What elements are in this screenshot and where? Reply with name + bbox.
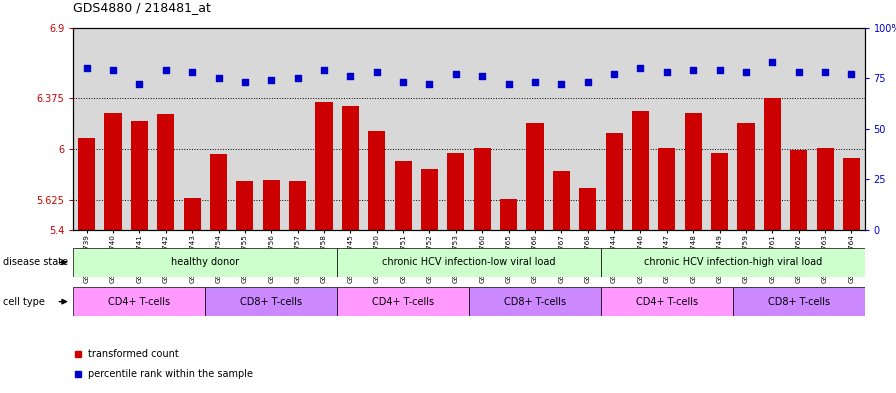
Point bbox=[607, 71, 621, 77]
Point bbox=[343, 73, 358, 79]
Text: chronic HCV infection-low viral load: chronic HCV infection-low viral load bbox=[383, 257, 556, 267]
Point bbox=[633, 65, 648, 71]
Bar bbox=[289, 181, 306, 230]
Point bbox=[502, 81, 516, 87]
Bar bbox=[737, 123, 754, 230]
Bar bbox=[205, 287, 337, 316]
Text: transformed count: transformed count bbox=[88, 349, 178, 359]
Text: healthy donor: healthy donor bbox=[171, 257, 239, 267]
Bar bbox=[78, 138, 95, 230]
Bar bbox=[733, 287, 865, 316]
Bar bbox=[763, 98, 781, 230]
Bar bbox=[474, 148, 491, 230]
Point bbox=[844, 71, 858, 77]
Point bbox=[581, 79, 595, 85]
Bar bbox=[632, 111, 649, 230]
Bar bbox=[337, 287, 470, 316]
Bar bbox=[447, 153, 464, 230]
Bar bbox=[337, 248, 601, 277]
Point bbox=[422, 81, 436, 87]
Text: CD4+ T-cells: CD4+ T-cells bbox=[108, 297, 170, 307]
Bar bbox=[843, 158, 860, 230]
Point bbox=[264, 77, 279, 83]
Point bbox=[475, 73, 489, 79]
Point bbox=[317, 67, 332, 73]
Bar bbox=[527, 123, 544, 230]
Bar bbox=[394, 161, 411, 230]
Point bbox=[739, 69, 754, 75]
Bar bbox=[790, 150, 807, 230]
Point bbox=[106, 67, 120, 73]
Bar bbox=[73, 248, 337, 277]
Bar bbox=[601, 287, 733, 316]
Text: CD8+ T-cells: CD8+ T-cells bbox=[504, 297, 566, 307]
Point bbox=[237, 79, 252, 85]
Bar bbox=[157, 114, 175, 230]
Text: chronic HCV infection-high viral load: chronic HCV infection-high viral load bbox=[643, 257, 822, 267]
Bar bbox=[237, 181, 254, 230]
Point bbox=[528, 79, 542, 85]
Bar bbox=[470, 287, 601, 316]
Point bbox=[659, 69, 674, 75]
Point bbox=[449, 71, 463, 77]
Bar bbox=[711, 153, 728, 230]
Point bbox=[712, 67, 727, 73]
Bar bbox=[368, 131, 385, 230]
Point bbox=[555, 81, 569, 87]
Text: disease state: disease state bbox=[3, 257, 68, 267]
Bar bbox=[816, 148, 833, 230]
Bar bbox=[263, 180, 280, 230]
Bar bbox=[606, 133, 623, 230]
Bar bbox=[421, 169, 438, 230]
Bar bbox=[210, 154, 227, 230]
Point bbox=[185, 69, 199, 75]
Point bbox=[80, 65, 94, 71]
Bar bbox=[315, 102, 332, 230]
Bar bbox=[553, 171, 570, 230]
Point bbox=[791, 69, 806, 75]
Point bbox=[686, 67, 701, 73]
Bar bbox=[105, 112, 122, 230]
Text: GDS4880 / 218481_at: GDS4880 / 218481_at bbox=[73, 1, 211, 14]
Point bbox=[818, 69, 832, 75]
Text: cell type: cell type bbox=[3, 297, 45, 307]
Bar bbox=[659, 148, 676, 230]
Text: CD4+ T-cells: CD4+ T-cells bbox=[636, 297, 698, 307]
Point bbox=[159, 67, 173, 73]
Point bbox=[396, 79, 410, 85]
Point bbox=[133, 81, 147, 87]
Bar bbox=[73, 287, 205, 316]
Bar bbox=[184, 198, 201, 230]
Text: CD8+ T-cells: CD8+ T-cells bbox=[768, 297, 830, 307]
Point bbox=[290, 75, 305, 81]
Text: percentile rank within the sample: percentile rank within the sample bbox=[88, 369, 253, 378]
Bar bbox=[579, 188, 597, 230]
Text: CD8+ T-cells: CD8+ T-cells bbox=[240, 297, 302, 307]
Bar bbox=[500, 199, 517, 230]
Bar bbox=[601, 248, 865, 277]
Bar bbox=[685, 112, 702, 230]
Point bbox=[765, 59, 780, 65]
Point bbox=[369, 69, 383, 75]
Bar bbox=[131, 121, 148, 230]
Bar bbox=[341, 106, 359, 230]
Point bbox=[211, 75, 226, 81]
Text: CD4+ T-cells: CD4+ T-cells bbox=[372, 297, 435, 307]
